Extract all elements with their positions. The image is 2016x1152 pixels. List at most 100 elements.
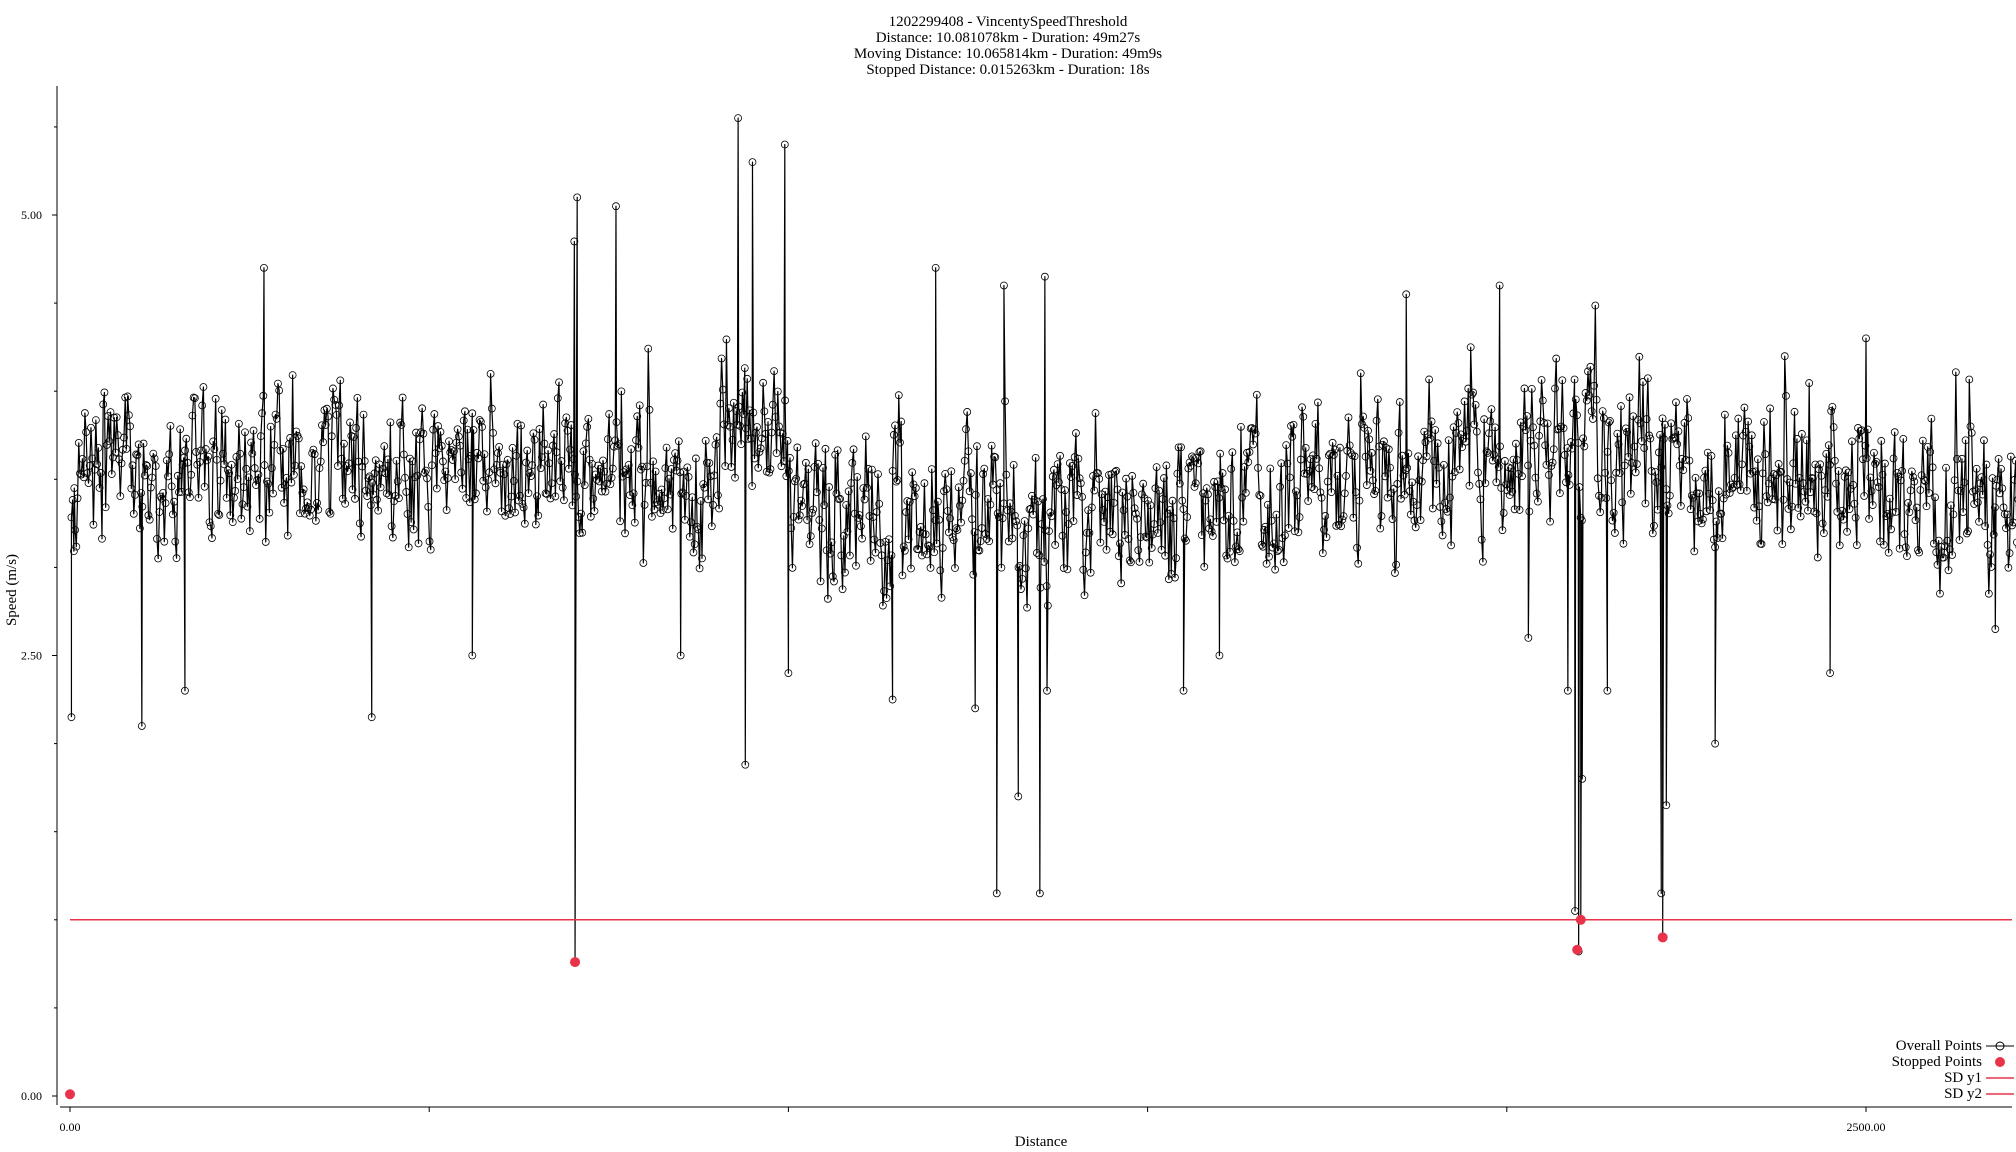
overall-point [1630, 442, 1639, 451]
overall-point [1813, 553, 1822, 562]
overall-point [403, 510, 412, 518]
overall-point [1718, 534, 1727, 543]
overall-point [748, 158, 757, 167]
overall-point [1430, 457, 1438, 465]
overall-point [243, 502, 252, 511]
overall-point [885, 535, 893, 544]
overall-point [1377, 512, 1386, 520]
legend-item-sd-y2: SD y2 [1816, 1086, 2016, 1102]
overall-point [1145, 558, 1154, 567]
overall-point [188, 411, 197, 420]
overall-point [1591, 301, 1600, 310]
stopped-point [65, 1089, 75, 1100]
overall-point [1415, 476, 1424, 485]
overall-point [1164, 575, 1173, 584]
overall-point [1413, 501, 1421, 509]
overall-point [1314, 398, 1322, 407]
overall-point [1849, 481, 1858, 489]
overall-point [1987, 563, 1996, 571]
overall-point [74, 438, 83, 447]
overall-point [261, 538, 270, 546]
overall-point [1111, 467, 1119, 476]
overall-point [968, 515, 976, 524]
overall-point [463, 425, 472, 434]
overall-point [608, 464, 617, 473]
overall-point [1202, 484, 1211, 493]
overall-point [962, 425, 970, 434]
overall-point [1881, 459, 1889, 468]
overall-point [327, 432, 336, 441]
overall-point [821, 444, 830, 453]
overall-point [1169, 514, 1178, 523]
overall-point [863, 483, 871, 492]
overall-point [1030, 495, 1039, 504]
overall-point [1452, 428, 1460, 437]
overall-point [751, 428, 760, 437]
overall-point [425, 537, 434, 546]
overall-point [700, 483, 709, 492]
overall-point [1590, 381, 1598, 390]
overall-point [1422, 452, 1431, 461]
overall-point [721, 462, 730, 470]
overall-point [910, 492, 919, 501]
overall-point [690, 540, 699, 549]
overall-point [252, 481, 260, 489]
overall-point [161, 499, 170, 508]
overall-point [1922, 502, 1931, 511]
overall-point [1300, 469, 1309, 478]
overall-point [1651, 468, 1660, 476]
overall-point [1779, 495, 1788, 504]
overall-point [1822, 449, 1831, 458]
overall-point [1800, 487, 1809, 496]
overall-point [1085, 528, 1094, 537]
overall-point [617, 387, 626, 396]
overall-point [739, 410, 748, 419]
overall-point [1694, 517, 1702, 526]
overall-point [1293, 491, 1302, 500]
overall-point [104, 412, 112, 420]
overall-point [441, 467, 450, 476]
overall-point [211, 394, 220, 403]
overall-point [346, 418, 354, 427]
overall-point [1471, 400, 1480, 409]
overall-point [1746, 469, 1755, 478]
overall-point [1670, 433, 1679, 442]
overall-point [1304, 497, 1313, 505]
overall-point [946, 514, 954, 523]
overall-point [830, 577, 838, 586]
overall-point [101, 503, 110, 512]
overall-point [1569, 409, 1578, 418]
overall-point [706, 472, 715, 481]
overall-point [288, 371, 297, 379]
overall-point [226, 511, 235, 520]
overall-point [1678, 454, 1686, 463]
overall-point [1244, 458, 1253, 467]
overall-point [1416, 516, 1425, 524]
overall-point [1322, 533, 1331, 542]
overall-point [1320, 525, 1328, 534]
overall-point [1830, 456, 1839, 465]
overall-point [995, 513, 1003, 521]
overall-point [815, 516, 824, 524]
axes: 0.00 2.50 5.00 0.00 2500.00 [21, 86, 2012, 1134]
overall-point [234, 419, 243, 428]
overall-point [1807, 473, 1816, 482]
overall-point [1174, 443, 1183, 452]
overall-point [1080, 591, 1089, 600]
overall-point [336, 376, 345, 385]
overall-point [845, 551, 854, 560]
overall-point [924, 541, 932, 550]
overall-point [494, 449, 502, 457]
overall-point [660, 494, 669, 503]
overall-point [1676, 501, 1685, 510]
overall-point [354, 457, 363, 466]
overall-point [827, 538, 836, 547]
overall-point [1838, 506, 1847, 515]
overall-point [612, 202, 620, 211]
overall-point [1001, 397, 1009, 406]
overall-point [509, 477, 518, 485]
overall-point [1485, 429, 1493, 438]
overall-point [1024, 524, 1033, 533]
overall-point [645, 405, 654, 414]
overall-point [1683, 395, 1691, 403]
